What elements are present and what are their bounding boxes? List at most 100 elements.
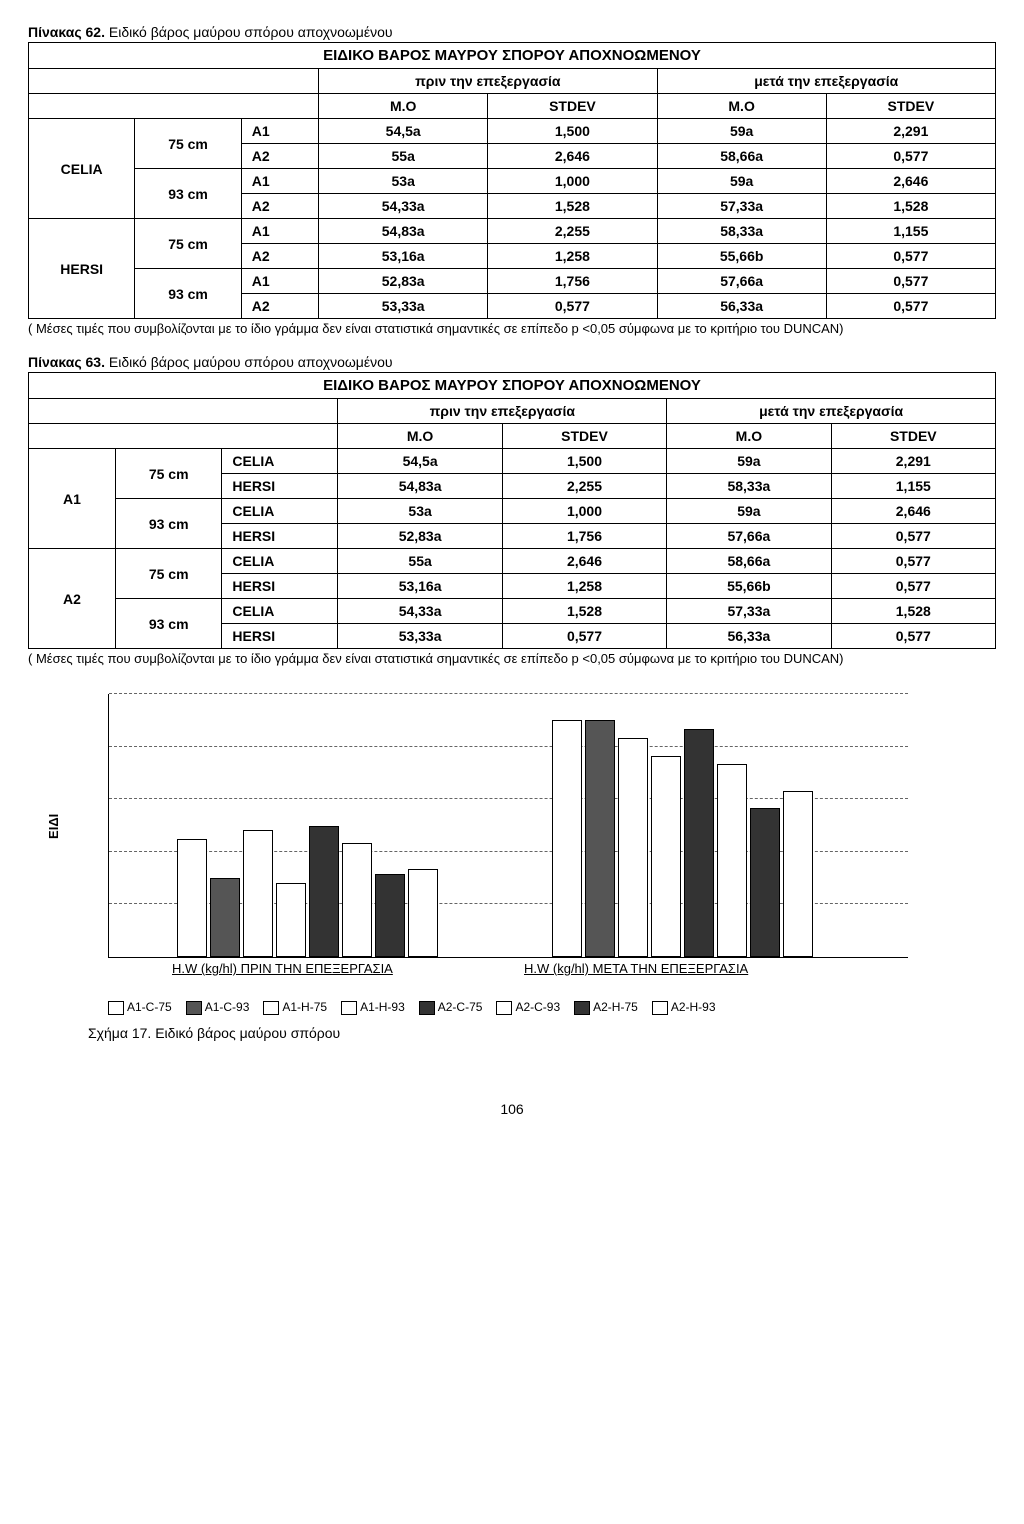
table-row: HERSI75 cmA154,83a2,25558,33a1,155	[29, 219, 996, 244]
cell-value: 55,66b	[657, 244, 826, 269]
cell-value: 0,577	[831, 574, 995, 599]
table63-caption-rest: Ειδικό βάρος μαύρου σπόρου αποχνοωμένου	[105, 354, 393, 370]
bar	[309, 826, 339, 958]
table63-caption: Πίνακας 63. Ειδικό βάρος μαύρου σπόρου α…	[28, 354, 996, 370]
cell-value: 53,33a	[319, 294, 488, 319]
table62-col-stdev-2: STDEV	[826, 94, 995, 119]
cell-value: 1,528	[831, 599, 995, 624]
cell-value: 2,255	[488, 219, 657, 244]
legend-swatch	[186, 1001, 202, 1015]
rowgroup-label: A2	[29, 549, 116, 649]
legend-label: A1-C-75	[127, 1000, 172, 1014]
cell-value: 58,66a	[657, 144, 826, 169]
cell-value: 0,577	[831, 549, 995, 574]
bar-group	[552, 694, 813, 957]
cell-value: 54,33a	[338, 599, 502, 624]
table62-caption: Πίνακας 62. Ειδικό βάρος μαύρου σπόρου α…	[28, 24, 996, 40]
sublen-label: 93 cm	[116, 599, 222, 649]
cell-value: 56,33a	[667, 624, 831, 649]
level-label: CELIA	[222, 449, 338, 474]
cell-value: 59a	[657, 119, 826, 144]
bar	[618, 738, 648, 957]
cell-value: 2,646	[826, 169, 995, 194]
cell-value: 58,33a	[657, 219, 826, 244]
bar	[375, 874, 405, 957]
table63-col-stdev-1: STDEV	[502, 424, 666, 449]
legend-label: A2-C-75	[438, 1000, 483, 1014]
cell-value: 59a	[657, 169, 826, 194]
cell-value: 55,66b	[667, 574, 831, 599]
sublen-label: 93 cm	[135, 269, 241, 319]
bar	[243, 830, 273, 957]
figure-caption-prefix: Σχήμα 17.	[88, 1025, 151, 1041]
level-label: A1	[241, 119, 318, 144]
level-label: A2	[241, 194, 318, 219]
chart: ΕΙΔΙ H.W (kg/hl) ΠΡΙΝ ΤΗΝ ΕΠΕΞΕΡΓΑΣΙΑ H.…	[88, 694, 908, 994]
table63-col-mo-2: M.O	[667, 424, 831, 449]
sublen-label: 93 cm	[116, 499, 222, 549]
table62-caption-rest: Ειδικό βάρος μαύρου σπόρου αποχνοωμένου	[105, 24, 393, 40]
cell-value: 0,577	[826, 144, 995, 169]
cell-value: 1,500	[488, 119, 657, 144]
rowgroup-label: HERSI	[29, 219, 135, 319]
cell-value: 0,577	[826, 269, 995, 294]
legend-swatch	[574, 1001, 590, 1015]
chart-ylabel: ΕΙΔΙ	[46, 814, 61, 839]
table63-footnote: ( Μέσες τιμές που συμβολίζονται με το ίδ…	[28, 651, 996, 666]
cell-value: 0,577	[488, 294, 657, 319]
cell-value: 54,83a	[338, 474, 502, 499]
bar	[684, 729, 714, 957]
bar	[177, 839, 207, 957]
table62-caption-prefix: Πίνακας 62.	[28, 24, 105, 40]
level-label: HERSI	[222, 524, 338, 549]
legend-item: A2-C-75	[419, 1000, 483, 1015]
legend-item: A1-H-75	[263, 1000, 327, 1015]
cell-value: 58,66a	[667, 549, 831, 574]
figure-caption: Σχήμα 17. Ειδικό βάρος μαύρου σπόρου	[88, 1025, 996, 1041]
legend-label: A2-H-75	[593, 1000, 638, 1014]
cell-value: 2,646	[502, 549, 666, 574]
chart-xaxis-left: H.W (kg/hl) ΠΡΙΝ ΤΗΝ ΕΠΕΞΕΡΓΑΣΙΑ	[172, 961, 393, 976]
legend-item: A1-C-93	[186, 1000, 250, 1015]
legend-item: A2-C-93	[496, 1000, 560, 1015]
cell-value: 2,646	[488, 144, 657, 169]
cell-value: 55a	[319, 144, 488, 169]
bar	[717, 764, 747, 957]
legend-item: A2-H-75	[574, 1000, 638, 1015]
cell-value: 1,500	[502, 449, 666, 474]
table63-caption-prefix: Πίνακας 63.	[28, 354, 105, 370]
legend-swatch	[496, 1001, 512, 1015]
table62-group-right: μετά την επεξεργασία	[657, 69, 995, 94]
table62-title: ΕΙΔΙΚΟ ΒΑΡΟΣ ΜΑΥΡΟΥ ΣΠΟΡΟΥ ΑΠΟΧΝΟΩΜΕΝΟΥ	[29, 43, 996, 69]
level-label: A2	[241, 294, 318, 319]
level-label: A1	[241, 169, 318, 194]
legend-swatch	[263, 1001, 279, 1015]
cell-value: 54,33a	[319, 194, 488, 219]
table-row: CELIA75 cmA154,5a1,50059a2,291	[29, 119, 996, 144]
cell-value: 1,756	[488, 269, 657, 294]
cell-value: 1,258	[502, 574, 666, 599]
cell-value: 2,291	[826, 119, 995, 144]
cell-value: 58,33a	[667, 474, 831, 499]
cell-value: 1,528	[502, 599, 666, 624]
cell-value: 56,33a	[657, 294, 826, 319]
cell-value: 53a	[338, 499, 502, 524]
rowgroup-label: CELIA	[29, 119, 135, 219]
cell-value: 2,255	[502, 474, 666, 499]
bar-group	[177, 694, 438, 957]
table-row: A275 cmCELIA55a2,64658,66a0,577	[29, 549, 996, 574]
table62-group-left: πριν την επεξεργασία	[319, 69, 657, 94]
bar	[552, 720, 582, 957]
legend-label: A2-C-93	[515, 1000, 560, 1014]
legend-label: A1-H-75	[282, 1000, 327, 1014]
table63-group-right: μετά την επεξεργασία	[667, 399, 996, 424]
table63-col-mo-1: M.O	[338, 424, 502, 449]
level-label: CELIA	[222, 549, 338, 574]
table-row: 93 cmCELIA53a1,00059a2,646	[29, 499, 996, 524]
cell-value: 55a	[338, 549, 502, 574]
cell-value: 59a	[667, 499, 831, 524]
cell-value: 1,258	[488, 244, 657, 269]
cell-value: 0,577	[502, 624, 666, 649]
cell-value: 1,000	[502, 499, 666, 524]
bar	[342, 843, 372, 957]
